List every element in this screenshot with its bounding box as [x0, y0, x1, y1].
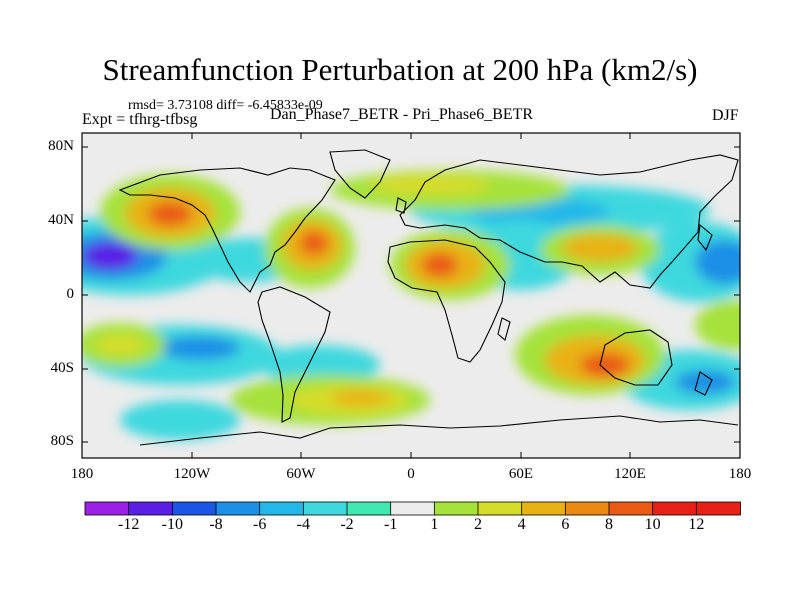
lon-label-180e: 180 — [728, 466, 752, 482]
coastlines — [118, 149, 739, 446]
anomaly-negative-antarctic — [120, 400, 240, 440]
lon-label-60w: 60W — [286, 466, 316, 482]
colorbar-label: -6 — [252, 516, 267, 533]
colorbar-label: 8 — [605, 516, 613, 533]
colorbar-bin — [695, 501, 741, 516]
coastline-antarctica — [139, 415, 739, 446]
anomaly-negative-spacific-core — [160, 336, 240, 360]
coastline-uk — [395, 197, 407, 214]
anomaly-negative-satlantic — [260, 345, 380, 385]
lat-label-0: 0 — [66, 286, 75, 302]
colorbar-label: 6 — [561, 516, 570, 533]
colorbar-label: 2 — [474, 516, 482, 533]
anomaly-positive-arctic-mid — [370, 175, 490, 195]
lat-label-80n: 80N — [48, 138, 74, 154]
lon-ticks — [81, 133, 741, 458]
anomaly-positive-asia-mid — [562, 234, 638, 262]
colorbar-bin — [84, 501, 130, 516]
colorbar-bin — [564, 501, 610, 516]
coastline-australia — [599, 329, 673, 386]
colorbar-bin — [652, 501, 698, 516]
colorbar-bin — [259, 501, 305, 516]
lon-label-120e: 120E — [614, 466, 646, 482]
colorbar-label: 12 — [688, 516, 705, 533]
colorbar-bin — [608, 501, 654, 516]
colorbar-label: -12 — [117, 516, 140, 533]
lat-ticks — [82, 146, 740, 443]
colorbar-bin — [346, 501, 392, 516]
colorbar-label: 10 — [644, 516, 661, 533]
coastline-africa — [387, 239, 506, 363]
colorbar-bin — [302, 501, 348, 516]
lon-label-60e: 60E — [508, 466, 534, 482]
colorbar-bin — [521, 501, 567, 516]
lat-label-40s: 40S — [50, 360, 74, 376]
colorbar-label: -10 — [161, 516, 183, 533]
contour-field — [82, 133, 740, 458]
colorbar-label: -4 — [296, 516, 310, 533]
colorbar-bin — [477, 501, 523, 516]
coastline-south-america — [257, 286, 331, 423]
lon-label-0: 0 — [407, 466, 415, 482]
coastline-greenland — [329, 149, 391, 199]
plot-title: Streamfunction Perturbation at 200 hPa (… — [102, 52, 698, 87]
coastline-north-america — [118, 167, 336, 293]
anomaly-positive-africa-core — [422, 253, 458, 277]
experiment-label: Expt = tfhrg-tfbsg — [82, 111, 198, 128]
colorbar-label: 4 — [517, 516, 526, 533]
anomaly-negative-australia-core — [675, 370, 735, 394]
lat-label-80s: 80S — [50, 433, 74, 449]
colorbar-label: -8 — [209, 516, 223, 533]
coastline-new-zealand — [694, 371, 713, 396]
lat-label-40n: 40N — [48, 212, 74, 228]
colorbar-label: -1 — [383, 516, 398, 533]
colorbar-bin — [128, 501, 174, 516]
colorbar-label: 1 — [430, 516, 439, 533]
coastline-eurasia — [399, 154, 739, 289]
anomaly-positive-indian-ocean-core — [580, 353, 630, 377]
lon-label-180w: 180 — [70, 466, 94, 482]
anomaly-positive-natlantic-core — [300, 231, 328, 255]
season-label: DJF — [712, 107, 739, 124]
lon-label-120w: 120W — [173, 466, 211, 482]
anomaly-positive-dateline — [695, 300, 740, 350]
rmsd-stats: rmsd= 3.73108 diff= -6.45833e-09 — [128, 98, 323, 113]
coastline-japan — [697, 223, 713, 252]
coastline-madagascar — [497, 317, 511, 341]
colorbar-bin — [215, 501, 261, 516]
colorbar-bin — [433, 501, 479, 516]
anomaly-positive-south-atlantic-core — [330, 390, 390, 406]
case-pair-label: Dan_Phase7_BETR - Pri_Phase6_BETR — [270, 106, 534, 123]
anomaly-negative-pacific-center — [82, 242, 138, 270]
anomaly-positive-npacific-core — [148, 202, 192, 226]
colorbar-label: -2 — [340, 516, 354, 533]
colorbar-bin — [171, 501, 217, 516]
colorbar — [84, 501, 741, 516]
anomaly-positive-south-pacific-mid — [95, 335, 145, 355]
colorbar-bin — [390, 501, 436, 516]
anomaly-negative-west-pacific-core — [695, 240, 740, 284]
